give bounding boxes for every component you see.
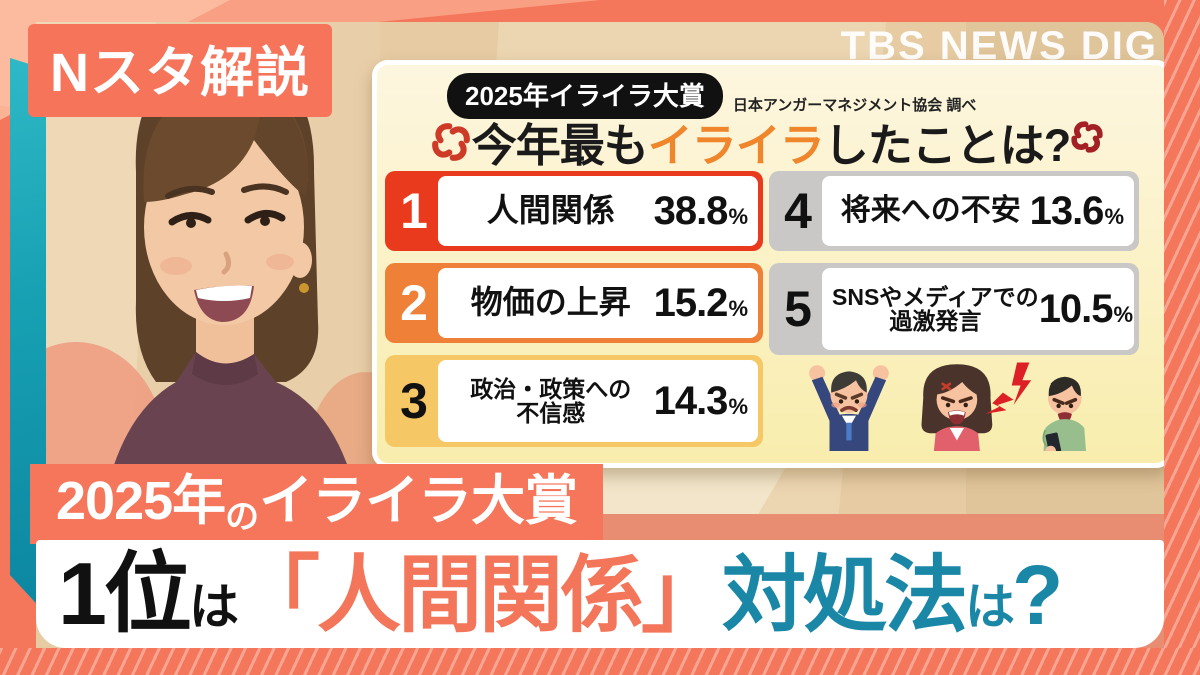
sub-band-particle: の bbox=[225, 498, 260, 536]
survey-panel: 2025年イライラ大賞 日本アンガーマネジメント協会 調べ 今年最も イライラ … bbox=[372, 60, 1172, 468]
angry-woman bbox=[921, 364, 993, 451]
rank-number: 1 bbox=[400, 183, 428, 239]
angry-people-svg bbox=[809, 362, 1087, 457]
rank-label: 将来への不安 bbox=[840, 194, 1021, 228]
program-badge-label: Nスタ解説 bbox=[50, 43, 310, 103]
main-band-question-mark: ? bbox=[1011, 548, 1063, 642]
rank-card-4: 4 将来への不安 13.6 % bbox=[769, 171, 1139, 251]
survey-source: 日本アンガーマネジメント協会 調べ bbox=[732, 97, 977, 114]
sub-band-year: 2025年 bbox=[56, 471, 226, 531]
rank-label: SNSやメディアでの 過激発言 bbox=[832, 283, 1039, 334]
headline-pre: 今年最も bbox=[471, 120, 649, 171]
striped-edge-bottom bbox=[0, 648, 1200, 675]
main-band-particle-2: は bbox=[964, 579, 1015, 635]
headline-post: したことは? bbox=[823, 120, 1071, 171]
striped-edge-right bbox=[1164, 0, 1200, 675]
panel-header: 2025年イライラ大賞 日本アンガーマネジメント協会 調べ bbox=[447, 73, 976, 119]
red-lightning-bolts bbox=[985, 362, 1032, 414]
rank-value: 38.8 % bbox=[653, 188, 748, 233]
main-band-quote: 「人間関係」 bbox=[235, 548, 725, 642]
rank-label: 政治・政策への 不信感 bbox=[470, 375, 632, 426]
rank-card-3: 3 政治・政策への 不信感 14.3 % bbox=[385, 355, 763, 447]
rank-number: 4 bbox=[784, 183, 812, 239]
rank-card-1: 1 人間関係 38.8 % bbox=[385, 171, 763, 251]
panel-headline: 今年最も イライラ したことは? bbox=[381, 109, 1153, 174]
main-band-particle: は bbox=[188, 579, 239, 635]
anger-symbol-icon-dark bbox=[1071, 120, 1103, 153]
rank-content: 物価の上昇 15.2 % bbox=[438, 268, 758, 338]
rank-value: 14.3 % bbox=[653, 378, 748, 423]
rank-content: SNSやメディアでの 過激発言 10.5 % bbox=[822, 268, 1134, 350]
rank-label: 物価の上昇 bbox=[470, 284, 631, 321]
anger-symbol-icon bbox=[431, 122, 470, 161]
survey-title-badge: 2025年イライラ大賞 bbox=[447, 73, 723, 119]
rank-number: 5 bbox=[784, 281, 812, 337]
main-band-rank: 1位 bbox=[58, 544, 192, 643]
rank-content: 政治・政策への 不信感 14.3 % bbox=[438, 360, 758, 442]
rank-content: 人間関係 38.8 % bbox=[438, 176, 758, 246]
angry-phone-user bbox=[1042, 376, 1087, 457]
rank-value: 10.5 % bbox=[1038, 286, 1134, 331]
rank-card-5: 5 SNSやメディアでの 過激発言 10.5 % bbox=[769, 263, 1139, 355]
rank-value: 15.2 % bbox=[653, 280, 748, 325]
rank-number: 3 bbox=[400, 373, 428, 429]
program-badge: Nスタ解説 bbox=[28, 24, 332, 117]
rank-content: 将来への不安 13.6 % bbox=[822, 176, 1134, 246]
headline-highlight: イライラ bbox=[647, 120, 825, 171]
rank-label: 人間関係 bbox=[486, 192, 615, 229]
rank-value: 13.6 % bbox=[1029, 188, 1124, 233]
lower-third-main-band: 1位 は 「人間関係」 対処法 は ? bbox=[36, 540, 1164, 648]
rank-card-2: 2 物価の上昇 15.2 % bbox=[385, 263, 763, 343]
angry-businessman bbox=[809, 365, 889, 451]
lower-third-sub-band: 2025年 の イライラ大賞 bbox=[30, 464, 604, 544]
main-band-topic: 対処法 bbox=[721, 548, 968, 642]
sub-band-title: イライラ大賞 bbox=[259, 471, 578, 531]
angry-people-illustration bbox=[773, 359, 1139, 457]
rank-number: 2 bbox=[400, 275, 428, 331]
